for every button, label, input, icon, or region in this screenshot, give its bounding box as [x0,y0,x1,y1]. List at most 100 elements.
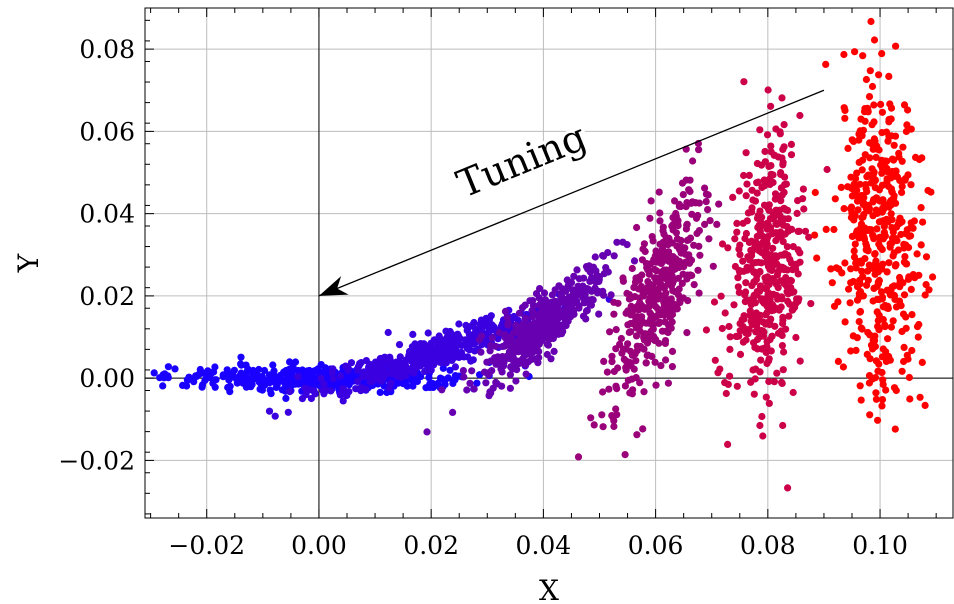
scatter-point [336,391,344,399]
scatter-point [726,333,734,341]
scatter-point [269,361,277,369]
scatter-point [748,204,756,212]
scatter-point [861,108,869,116]
scatter-point [630,283,638,291]
scatter-point [756,283,765,291]
scatter-point [885,182,893,191]
scatter-point [753,291,761,299]
scatter-point [799,195,807,203]
scatter-point [869,198,877,206]
scatter-point [660,230,668,238]
scatter-point [647,197,655,205]
scatter-point [545,310,554,318]
scatter-point [885,115,893,124]
scatter-point [907,181,915,189]
scatter-point [780,121,788,129]
scatter-point [244,365,252,373]
scatter-point [451,363,459,371]
scatter-point [366,378,374,386]
scatter-point [887,132,896,140]
scatter-point [877,100,885,108]
scatter-point [605,385,613,393]
scatter-point [563,276,572,284]
scatter-point [449,408,457,416]
scatter-point [734,283,742,291]
scatter-point [678,279,686,287]
scatter-point [718,240,727,248]
scatter-point [519,330,528,338]
scatter-point [684,297,692,305]
scatter-point [848,192,857,200]
scatter-point [733,228,741,236]
scatter-point [608,358,616,366]
scatter-point [488,334,496,342]
scatter-point [860,233,868,241]
scatter-point [822,225,830,233]
scatter-point [841,114,849,122]
scatter-point [875,325,883,333]
scatter-point [572,292,580,300]
scatter-point [599,423,607,431]
scatter-point [704,206,712,214]
scatter-point [857,324,865,332]
scatter-point [858,166,866,174]
scatter-point [850,247,858,255]
scatter-point [612,326,620,334]
scatter-point [260,366,269,375]
scatter-point [793,295,801,303]
scatter-point [896,273,904,282]
scatter-point [632,357,640,365]
scatter-point [464,353,472,361]
scatter-point [762,244,770,252]
scatter-point [916,393,924,401]
scatter-point [868,165,876,173]
scatter-point [237,353,245,361]
scatter-point [865,261,873,269]
scatter-point [640,388,648,396]
scatter-point [332,381,340,389]
scatter-point [828,279,836,287]
scatter-point [769,244,777,252]
scatter-point [380,354,388,362]
scatter-point [353,377,362,386]
data-points [150,17,937,492]
scatter-point [779,161,787,169]
scatter-point [758,213,766,221]
scatter-point [464,336,473,344]
scatter-point [294,373,302,381]
scatter-point [469,356,477,364]
scatter-point [736,251,744,259]
scatter-point [692,214,701,222]
scatter-point [705,235,713,243]
scatter-point [425,374,433,382]
scatter-point [695,227,704,235]
scatter-point [801,227,810,235]
scatter-point [641,286,649,294]
scatter-point [701,184,709,192]
scatter-point [307,394,315,403]
scatter-point [308,369,316,377]
scatter-point [768,332,776,340]
scatter-point [783,223,791,231]
scatter-point [171,365,179,373]
scatter-point [868,345,877,353]
scatter-point [587,414,595,422]
scatter-point [857,396,865,404]
scatter-point [628,264,636,273]
scatter-point [609,414,617,422]
scatter-point [857,259,866,267]
scatter-point [903,226,911,234]
scatter-point [887,210,895,218]
scatter-point [600,357,608,365]
scatter-point [642,359,650,367]
scatter-point [286,358,294,366]
scatter-point [763,257,771,266]
scatter-point [488,321,496,329]
scatter-point [230,366,238,374]
scatter-point [478,332,486,340]
scatter-point [241,377,249,385]
scatter-point [636,321,644,329]
scatter-point [242,383,250,391]
scatter-point [907,125,915,133]
scatter-point [535,354,543,362]
